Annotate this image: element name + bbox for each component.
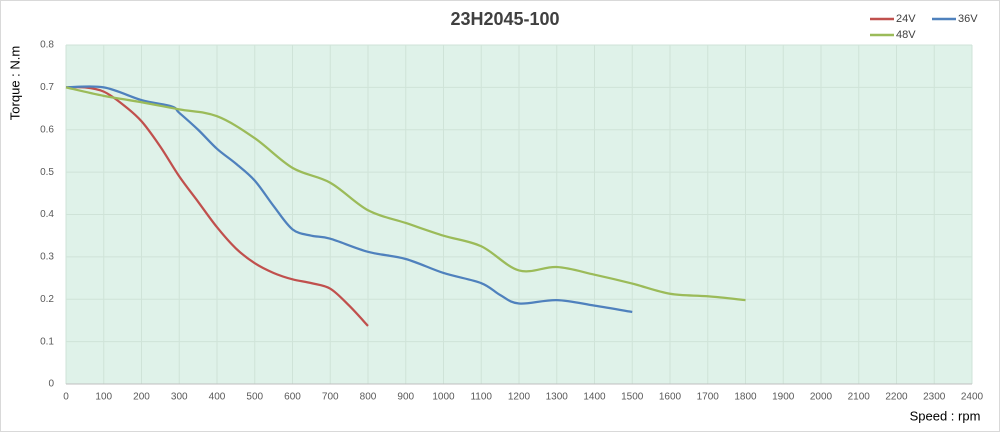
x-tick-label: 2200: [885, 392, 908, 403]
y-tick-label: 0.2: [40, 294, 54, 305]
x-tick-label: 1300: [546, 392, 569, 403]
legend-label: 48V: [896, 29, 916, 41]
y-tick-label: 0.4: [40, 209, 54, 220]
x-tick-label: 1800: [734, 392, 757, 403]
x-tick-label: 2100: [848, 392, 871, 403]
x-tick-label: 1500: [621, 392, 644, 403]
x-tick-label: 1100: [470, 392, 492, 403]
x-tick-label: 2400: [961, 392, 984, 403]
y-tick-label: 0.1: [40, 336, 54, 347]
x-tick-label: 600: [284, 392, 301, 403]
legend-label: 36V: [958, 13, 978, 25]
x-tick-label: 500: [246, 392, 263, 403]
legend-label: 24V: [896, 13, 916, 25]
x-tick-label: 2000: [810, 392, 833, 403]
x-tick-label: 2300: [923, 392, 946, 403]
x-tick-label: 1900: [772, 392, 795, 403]
x-tick-label: 0: [63, 392, 69, 403]
y-tick-label: 0: [48, 379, 54, 390]
x-tick-label: 300: [171, 392, 188, 403]
y-tick-label: 0.7: [40, 82, 54, 93]
x-tick-label: 1400: [583, 392, 606, 403]
x-tick-label: 1200: [508, 392, 531, 403]
y-axis-label: Torque : N.m: [7, 46, 22, 120]
y-tick-label: 0.3: [40, 252, 54, 263]
x-tick-label: 900: [397, 392, 414, 403]
y-tick-label: 0.8: [40, 40, 54, 51]
series-line: [65, 85, 369, 327]
x-tick-label: 100: [95, 392, 112, 403]
x-tick-label: 1000: [432, 392, 455, 403]
x-tick-label: 800: [360, 392, 377, 403]
x-tick-label: 200: [133, 392, 150, 403]
x-axis-label: Speed : rpm: [910, 408, 981, 423]
x-tick-label: 1600: [659, 392, 682, 403]
series-line: [65, 86, 746, 302]
y-tick-label: 0.5: [40, 167, 54, 178]
y-tick-label: 0.6: [40, 124, 54, 135]
chart-title: 23H2045-100: [450, 9, 559, 29]
x-tick-label: 700: [322, 392, 339, 403]
x-tick-label: 1700: [697, 392, 720, 403]
x-tick-label: 400: [209, 392, 226, 403]
